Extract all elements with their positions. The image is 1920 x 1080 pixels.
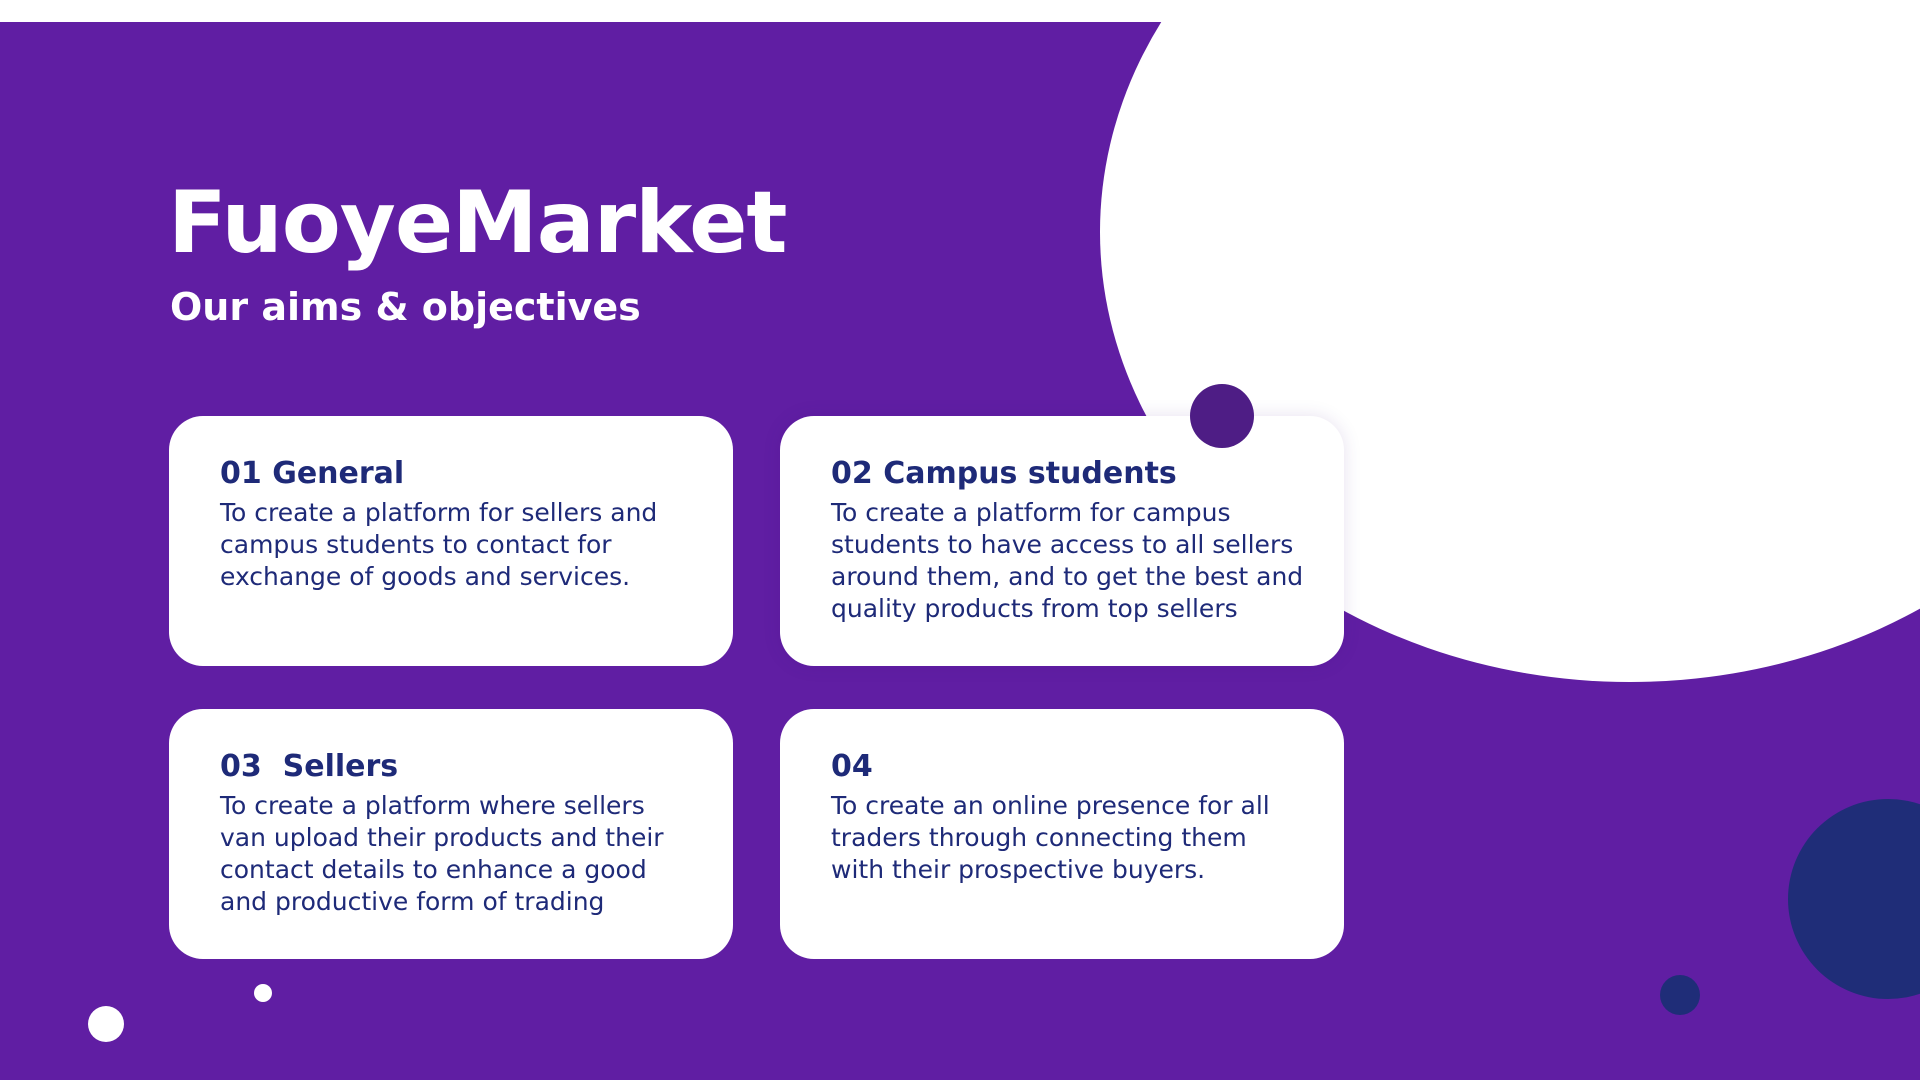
page-title: FuoyeMarket (168, 173, 788, 273)
slide-background: FuoyeMarket Our aims & objectives 01 Gen… (0, 22, 1920, 1080)
page-subtitle: Our aims & objectives (170, 285, 641, 329)
objective-card-sellers: 03 Sellers To create a platform where se… (169, 709, 733, 959)
decorative-navy-dot (1660, 975, 1700, 1015)
decorative-navy-circle (1788, 799, 1920, 999)
objective-card-campus-students: 02 Campus students To create a platform … (780, 416, 1344, 666)
card-heading: 02 Campus students (831, 456, 1177, 491)
card-body: To create a platform for campus students… (831, 498, 1304, 623)
card-body: To create an online presence for all tra… (831, 791, 1270, 884)
card-heading: 04 (831, 749, 873, 784)
card-body: To create a platform where sellers van u… (220, 791, 664, 916)
objective-card-general: 01 General To create a platform for sell… (169, 416, 733, 666)
objective-card-traders: 04 To create an online presence for all … (780, 709, 1344, 959)
card-heading: 01 General (220, 456, 405, 491)
decorative-purple-dot (1190, 384, 1254, 448)
decorative-white-dot-small (254, 984, 272, 1002)
card-body: To create a platform for sellers and cam… (220, 498, 658, 591)
decorative-white-dot (88, 1006, 124, 1042)
card-heading: 03 Sellers (220, 749, 399, 784)
